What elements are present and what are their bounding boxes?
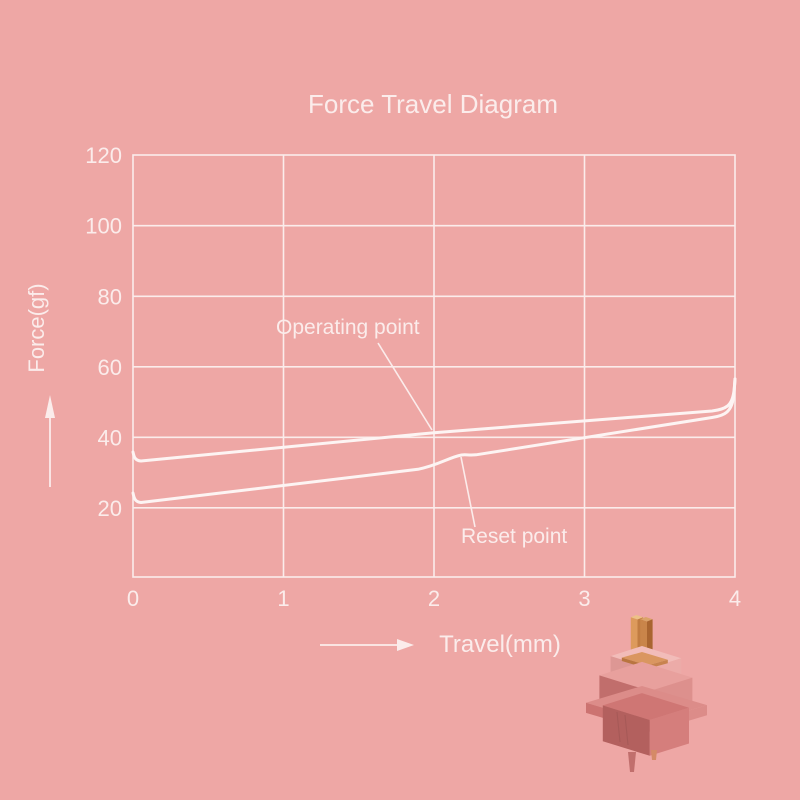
svg-text:Reset point: Reset point [461,525,567,548]
svg-text:Operating point: Operating point [276,316,420,339]
svg-text:20: 20 [98,496,122,521]
svg-text:4: 4 [729,586,741,611]
svg-text:0: 0 [127,586,139,611]
svg-text:Force(gf): Force(gf) [24,283,49,372]
svg-text:100: 100 [85,214,122,239]
svg-text:60: 60 [98,355,122,380]
svg-text:3: 3 [578,586,590,611]
svg-text:120: 120 [85,143,122,168]
svg-text:2: 2 [428,586,440,611]
svg-text:80: 80 [98,284,122,309]
svg-text:Force Travel Diagram: Force Travel Diagram [308,89,558,119]
svg-text:40: 40 [98,425,122,450]
svg-text:1: 1 [277,586,289,611]
svg-text:Travel(mm): Travel(mm) [439,631,561,658]
